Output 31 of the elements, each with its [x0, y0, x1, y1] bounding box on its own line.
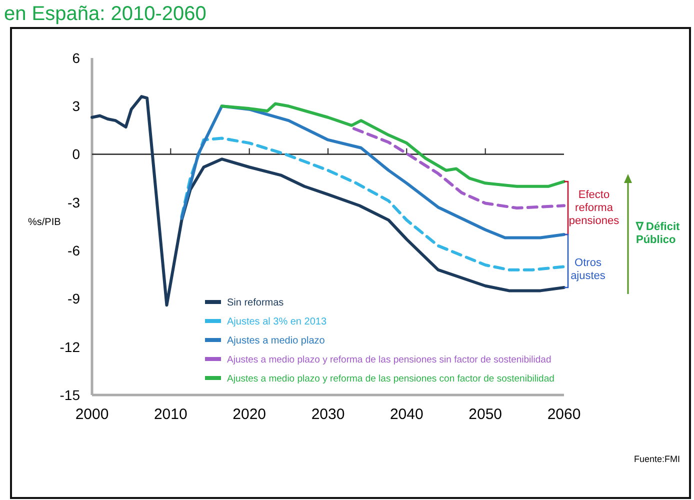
- line-series: [90, 95, 566, 307]
- y-axis-title: %s/PIB: [28, 217, 62, 228]
- text: ∇ Déficit Público: [635, 221, 680, 246]
- line-series: [220, 102, 566, 188]
- y-tick-label: -12: [60, 338, 80, 355]
- x-tick-label: 2060: [547, 406, 581, 423]
- legend-label: Ajustes a medio plazo y reforma de las pensiones con factor de sostenibilidad: [227, 373, 554, 384]
- y-tick-label: 3: [72, 98, 80, 114]
- chart-title: en España: 2010-2060: [4, 3, 206, 25]
- y-tick-label: -3: [68, 194, 80, 210]
- text: Efecto reforma pensiones: [568, 189, 620, 227]
- x-tick-label: 2020: [232, 406, 266, 423]
- legend-label: Ajustes a medio plazo y reforma de las pensiones sin factor de sostenibilidad: [227, 354, 552, 366]
- x-tick-label: 2050: [468, 406, 502, 423]
- line-series: [180, 104, 566, 240]
- text: Otros ajustes: [570, 257, 606, 282]
- line-series: [180, 136, 566, 272]
- x-tick-label: 2010: [154, 406, 188, 423]
- x-tick-label: 2000: [75, 406, 109, 423]
- y-tick-label: 6: [72, 50, 80, 66]
- x-tick-label: 2040: [390, 406, 424, 423]
- line-series: [352, 127, 566, 210]
- x-tick-label: 2030: [311, 406, 345, 423]
- y-tick-label: -9: [68, 290, 80, 307]
- legend-label: Sin reformas: [227, 298, 284, 308]
- y-tick-label: -15: [60, 386, 80, 403]
- source-note: Fuente:FMI: [634, 454, 680, 464]
- legend-label: Ajustes al 3% en 2013: [227, 316, 327, 328]
- y-tick-label: 0: [72, 146, 80, 162]
- y-tick-label: -6: [68, 242, 80, 258]
- legend-label: Ajustes a medio plazo: [227, 336, 326, 346]
